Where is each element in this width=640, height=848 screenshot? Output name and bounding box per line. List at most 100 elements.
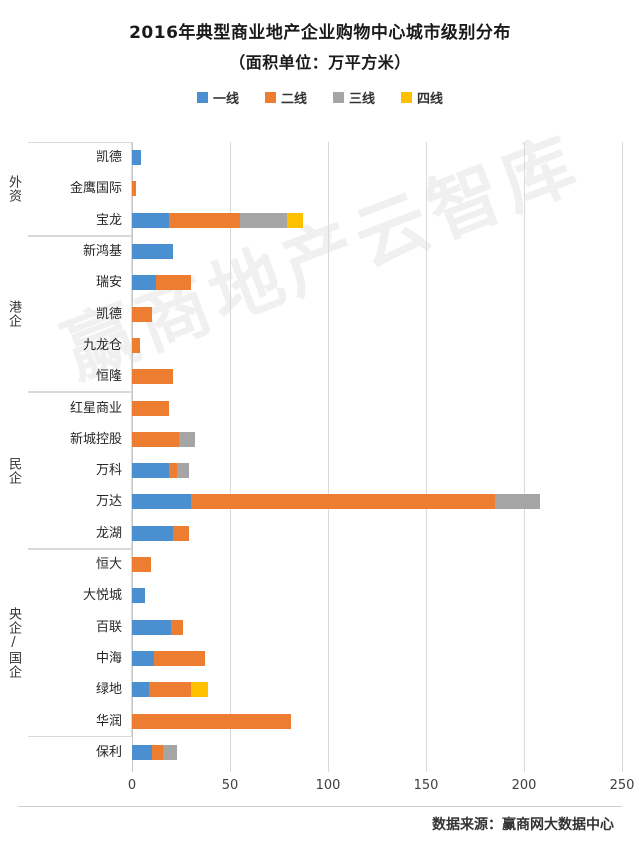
category-label: 凯德 bbox=[95, 306, 122, 322]
x-axis-tick-label: 50 bbox=[221, 778, 239, 793]
bar-segment-一线 bbox=[132, 682, 149, 698]
bar-segment-四线 bbox=[190, 682, 209, 698]
category-label: 百联 bbox=[95, 619, 122, 635]
stacked-bar bbox=[132, 588, 622, 604]
category-label: 恒隆 bbox=[95, 369, 122, 385]
bar-segment-一线 bbox=[132, 619, 172, 635]
stacked-bar bbox=[132, 244, 622, 260]
bar-segment-一线 bbox=[132, 212, 170, 228]
category-group-label: 民企 bbox=[6, 456, 21, 485]
category-label: 大悦城 bbox=[82, 588, 122, 604]
stacked-bar bbox=[132, 650, 622, 666]
bar-segment-四线 bbox=[286, 212, 303, 228]
category-group-bracket bbox=[28, 235, 132, 393]
bar-segment-一线 bbox=[132, 150, 141, 166]
bar-segment-三线 bbox=[177, 463, 189, 479]
bar-row: 绿地 bbox=[0, 674, 640, 705]
bar-segment-二线 bbox=[190, 494, 495, 510]
stacked-bar bbox=[132, 463, 622, 479]
legend-item: 三线 bbox=[333, 88, 375, 107]
legend-label: 一线 bbox=[212, 92, 239, 107]
x-axis-tick-label: 250 bbox=[609, 778, 635, 793]
category-label: 瑞安 bbox=[95, 275, 122, 291]
bar-segment-二线 bbox=[151, 744, 164, 760]
bar-row: 凯德 bbox=[0, 299, 640, 330]
footer-divider bbox=[18, 806, 622, 807]
bar-row: 宝龙 bbox=[0, 205, 640, 236]
bar-segment-二线 bbox=[169, 463, 178, 479]
page-subtitle: （面积单位：万平方米） bbox=[229, 53, 411, 72]
stacked-bar bbox=[132, 150, 622, 166]
bar-segment-一线 bbox=[132, 494, 191, 510]
legend-label: 三线 bbox=[349, 92, 376, 107]
bar-row: 华润 bbox=[0, 705, 640, 736]
category-label: 万达 bbox=[95, 494, 122, 510]
category-group-label: 央企/国企 bbox=[6, 606, 21, 679]
stacked-bar bbox=[132, 275, 622, 291]
plot-area: 外资 港企 民企 央企/国企 凯德 金鹰国际 宝龙 新鸿基 瑞安 凯德 九龙仓 恒隆 红星商业 新城控股… bbox=[0, 136, 640, 793]
x-axis-tick-label: 200 bbox=[511, 778, 537, 793]
stacked-bar bbox=[132, 306, 622, 322]
gridline bbox=[524, 142, 525, 772]
gridline bbox=[328, 142, 329, 772]
stacked-bar bbox=[132, 212, 622, 228]
legend-swatch-icon bbox=[401, 92, 413, 103]
bar-segment-一线 bbox=[132, 525, 174, 541]
bar-row: 红星商业 bbox=[0, 392, 640, 423]
legend-label: 二线 bbox=[280, 92, 307, 107]
bar-segment-一线 bbox=[132, 650, 154, 666]
bar-segment-二线 bbox=[132, 181, 136, 197]
bar-row: 大悦城 bbox=[0, 580, 640, 611]
category-group-bracket bbox=[28, 392, 132, 549]
stacked-bar bbox=[132, 744, 622, 760]
bar-segment-三线 bbox=[494, 494, 540, 510]
stacked-bar bbox=[132, 369, 622, 385]
stacked-bar bbox=[132, 431, 622, 447]
bar-row: 凯德 bbox=[0, 142, 640, 173]
bar-row: 瑞安 bbox=[0, 267, 640, 298]
bar-segment-三线 bbox=[163, 744, 178, 760]
bar-row: 新城控股 bbox=[0, 424, 640, 455]
stacked-bar bbox=[132, 400, 622, 416]
stacked-bar bbox=[132, 619, 622, 635]
category-label: 红星商业 bbox=[69, 400, 122, 416]
bar-segment-二线 bbox=[132, 369, 174, 385]
legend-swatch-icon bbox=[196, 92, 208, 103]
bar-row: 保利 bbox=[0, 737, 640, 768]
category-label: 凯德 bbox=[95, 150, 122, 166]
gridline bbox=[622, 142, 623, 772]
bar-row: 万达 bbox=[0, 486, 640, 517]
legend-label: 四线 bbox=[417, 92, 444, 107]
bar-segment-二线 bbox=[155, 275, 191, 291]
stacked-bar bbox=[132, 337, 622, 353]
category-label: 新鸿基 bbox=[82, 244, 122, 260]
stacked-bar bbox=[132, 525, 622, 541]
bar-segment-三线 bbox=[239, 212, 287, 228]
category-label: 九龙仓 bbox=[82, 337, 122, 353]
category-label: 保利 bbox=[95, 744, 122, 760]
bar-segment-二线 bbox=[132, 400, 170, 416]
category-label: 万科 bbox=[95, 463, 122, 479]
bar-segment-二线 bbox=[132, 713, 291, 729]
x-axis-tick-label: 100 bbox=[315, 778, 341, 793]
legend-item: 二线 bbox=[264, 88, 307, 107]
stacked-bar bbox=[132, 181, 622, 197]
category-group-bracket bbox=[28, 548, 132, 737]
gridline bbox=[230, 142, 231, 772]
bar-row: 恒大 bbox=[0, 549, 640, 580]
bar-segment-一线 bbox=[132, 463, 170, 479]
category-label: 恒大 bbox=[95, 557, 122, 573]
bar-row: 恒隆 bbox=[0, 361, 640, 392]
category-label: 新城控股 bbox=[69, 431, 122, 447]
bar-segment-一线 bbox=[132, 744, 152, 760]
gridline bbox=[426, 142, 427, 772]
bar-row: 金鹰国际 bbox=[0, 173, 640, 204]
stacked-bar bbox=[132, 682, 622, 698]
bar-row: 万科 bbox=[0, 455, 640, 486]
bar-row: 九龙仓 bbox=[0, 330, 640, 361]
x-axis-tick-label: 150 bbox=[413, 778, 439, 793]
category-label: 华润 bbox=[95, 713, 122, 729]
stacked-bar bbox=[132, 713, 622, 729]
bar-segment-二线 bbox=[169, 212, 240, 228]
